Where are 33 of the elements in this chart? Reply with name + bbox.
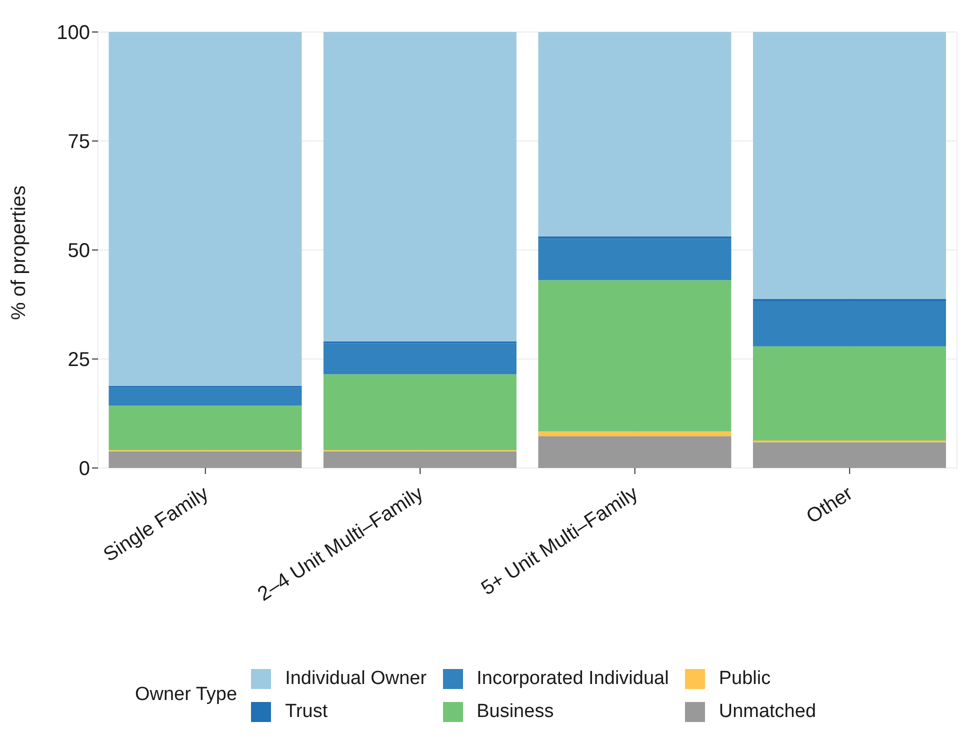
y-tick-label: 0 [78, 458, 90, 480]
bar [323, 32, 516, 342]
bar [752, 298, 946, 302]
bar [752, 32, 946, 299]
y-tick-label: 75 [68, 131, 90, 154]
legend-label: Incorporated Individual [476, 668, 669, 690]
bar [538, 238, 732, 280]
bar [323, 374, 516, 450]
bar [538, 32, 732, 236]
bar [108, 388, 302, 406]
bar [108, 451, 302, 468]
bar [108, 406, 302, 450]
legend-label: Trust [285, 700, 328, 722]
bar [108, 32, 302, 386]
bar [538, 436, 732, 468]
y-axis-title: % of properties [8, 185, 30, 320]
legend-label: Individual Owner [285, 668, 427, 690]
legend-label: Unmatched [718, 700, 816, 722]
legend-label: Business [476, 700, 554, 722]
bar [538, 236, 732, 239]
bar [752, 301, 946, 346]
legend-label: Public [718, 668, 771, 690]
bar [323, 451, 516, 468]
bar [538, 431, 732, 436]
x-tick-label: Other [802, 482, 857, 528]
legend-title: Owner Type [134, 684, 238, 706]
y-tick-label: 100 [56, 22, 90, 44]
bar [323, 343, 516, 374]
bar [752, 346, 946, 441]
bar [538, 280, 732, 432]
y-tick-label: 25 [68, 349, 90, 372]
bar [752, 442, 946, 468]
y-tick-label: 50 [68, 240, 90, 262]
